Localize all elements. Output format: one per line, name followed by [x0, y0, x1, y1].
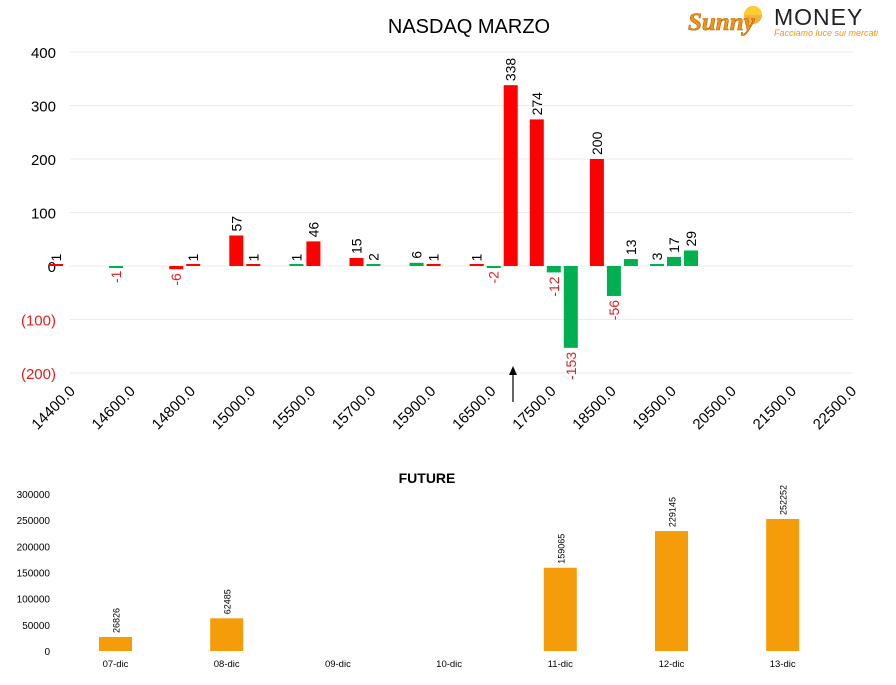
future-bar — [99, 636, 132, 651]
future-y-tick-label: 200000 — [17, 542, 51, 553]
data-label: -1 — [108, 270, 124, 283]
future-x-tick-label: 09-dic — [325, 659, 351, 670]
future-bar — [210, 618, 244, 651]
bar — [486, 266, 501, 268]
data-label: 13 — [623, 239, 639, 255]
future-data-label: 252252 — [779, 485, 789, 515]
bar — [469, 264, 484, 266]
bar — [503, 85, 518, 266]
bar — [289, 264, 304, 266]
future-x-tick-label: 11-dic — [548, 659, 573, 670]
bar — [169, 266, 184, 270]
data-label: 1 — [185, 253, 201, 261]
sunny-money-logo: Sunny MONEY Facciamo luce sui mercati — [686, 2, 892, 42]
future-bar — [655, 531, 688, 651]
bar — [109, 266, 124, 268]
future-x-tick-label: 10-dic — [436, 659, 462, 670]
bar — [684, 250, 698, 266]
bar — [306, 241, 321, 266]
data-label: 338 — [503, 58, 519, 82]
future-chart-title: FUTURE — [399, 470, 456, 486]
future-x-tick-label: 07-dic — [103, 659, 129, 670]
future-x-tick-label: 08-dic — [214, 659, 240, 670]
chart-title: NASDAQ MARZO — [388, 16, 550, 38]
bar — [623, 259, 638, 266]
bar — [589, 159, 604, 266]
data-label: 1 — [426, 253, 442, 261]
data-label: -56 — [606, 300, 622, 320]
bar — [426, 264, 441, 266]
y-tick-label: (100) — [21, 313, 56, 330]
data-label: 274 — [529, 92, 545, 116]
data-label: -12 — [546, 276, 562, 296]
data-label: 1 — [469, 253, 485, 261]
bar — [546, 266, 561, 273]
future-data-label: 229145 — [668, 497, 678, 527]
bar — [229, 235, 244, 266]
bar — [650, 264, 664, 266]
future-y-tick-label: 150000 — [17, 569, 51, 580]
data-label: 17 — [666, 237, 682, 253]
y-tick-label: (200) — [21, 366, 56, 383]
bar — [246, 264, 261, 266]
bar — [563, 266, 578, 348]
y-tick-label: 300 — [31, 99, 56, 116]
data-label: 15 — [349, 238, 365, 254]
future-data-label: 62485 — [223, 589, 233, 614]
data-label: -2 — [486, 271, 502, 284]
future-data-label: 26826 — [112, 608, 122, 633]
future-y-tick-label: 50000 — [22, 621, 50, 632]
data-label: 57 — [228, 216, 244, 232]
data-label: 1 — [245, 253, 261, 261]
y-tick-label: 400 — [31, 45, 56, 62]
y-tick-label: 100 — [31, 206, 56, 223]
bar — [529, 119, 544, 266]
bar — [366, 264, 381, 266]
bar — [349, 257, 364, 266]
future-y-tick-label: 300000 — [17, 490, 51, 501]
future-bar — [766, 518, 800, 651]
future-y-tick-label: 0 — [44, 647, 50, 658]
data-label: 1 — [288, 253, 304, 261]
bar — [409, 262, 424, 266]
future-y-tick-label: 250000 — [17, 516, 51, 527]
future-data-label: 159065 — [556, 534, 566, 564]
svg-text:MONEY: MONEY — [774, 4, 863, 30]
bar — [667, 256, 681, 266]
bar — [606, 266, 621, 296]
bar — [49, 264, 63, 266]
data-label: 200 — [589, 131, 605, 155]
data-label: 2 — [366, 253, 382, 261]
data-label: 29 — [683, 231, 699, 247]
svg-text:Sunny: Sunny — [688, 9, 756, 36]
data-label: 3 — [649, 252, 665, 260]
data-label: -6 — [168, 273, 184, 286]
data-label: 6 — [409, 251, 425, 259]
cursor-arrow — [509, 366, 517, 402]
future-x-tick-label: 13-dic — [770, 659, 796, 670]
data-label: -153 — [563, 352, 579, 380]
data-label: 1 — [48, 253, 64, 261]
future-x-tick-label: 12-dic — [659, 659, 685, 670]
svg-text:Facciamo luce sui mercati: Facciamo luce sui mercati — [774, 28, 879, 38]
y-tick-label: 0 — [48, 259, 56, 276]
future-y-tick-label: 100000 — [17, 595, 51, 606]
future-bar — [543, 567, 577, 651]
nasdaq-marzo-chart: NASDAQ MARZO 400 300 200 100 0 (100) (200) 1 -1… — [21, 16, 860, 433]
bar — [186, 264, 201, 266]
y-tick-label: 200 — [31, 152, 56, 169]
data-label: 46 — [305, 222, 321, 238]
